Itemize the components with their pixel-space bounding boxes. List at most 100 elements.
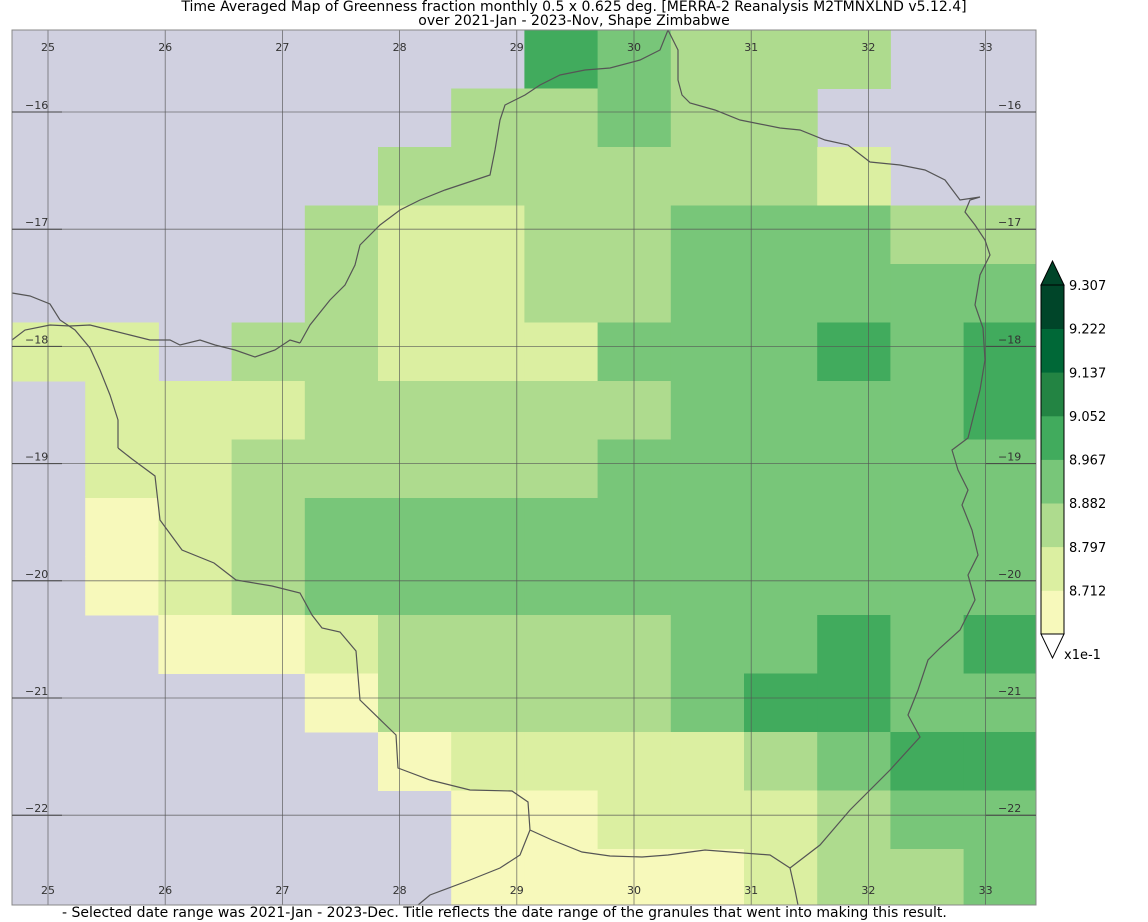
heatmap-cell	[85, 498, 159, 557]
lon-tick-label-bottom: 26	[158, 884, 172, 897]
heatmap-cell	[890, 439, 965, 499]
heatmap-cell	[158, 381, 233, 440]
heatmap-cell	[597, 556, 672, 616]
heatmap-cell	[85, 381, 159, 440]
heatmap-cell	[963, 498, 1037, 557]
heatmap-cell	[670, 439, 745, 499]
lat-tick-label-right: −18	[998, 333, 1021, 346]
heatmap-cell	[963, 615, 1037, 674]
heatmap-cell	[670, 790, 745, 850]
heatmap-cell	[817, 264, 891, 323]
colorbar-label: 8.882	[1069, 497, 1106, 512]
heatmap-cell	[670, 88, 745, 148]
heatmap-cell	[817, 673, 891, 733]
lat-tick-label-left: −21	[25, 685, 48, 698]
lon-tick-label-bottom: 31	[744, 884, 758, 897]
heatmap-cell	[597, 264, 672, 323]
heatmap-cell	[744, 615, 818, 674]
colorbar: 9.307 9.222 9.137 9.052 8.967 8.882 8.797 8.712…	[1040, 259, 1106, 663]
heatmap-cell	[744, 556, 818, 616]
lon-tick-label-bottom: 29	[510, 884, 524, 897]
colorbar-swatch	[1041, 503, 1064, 548]
heatmap-cell	[597, 498, 672, 557]
heatmap-cell	[670, 147, 745, 206]
heatmap-cell	[744, 147, 818, 206]
zambia-border	[11, 324, 301, 358]
heatmap-cell	[817, 381, 891, 440]
heatmap-cell	[451, 381, 525, 440]
heatmap-cell	[451, 147, 525, 206]
heatmap-cell	[597, 205, 672, 265]
heatmap-cell	[963, 673, 1037, 733]
heatmap-cell	[744, 849, 818, 906]
heatmap-cell	[451, 498, 525, 557]
heatmap-cell	[963, 439, 1037, 499]
heatmap-cell	[597, 30, 672, 89]
heatmap-cell	[231, 615, 306, 674]
heatmap-cell	[890, 615, 965, 674]
heatmap-cell	[963, 264, 1037, 323]
heatmap-cell	[744, 322, 818, 382]
heatmap-cell	[817, 439, 891, 499]
heatmap-cell	[817, 556, 891, 616]
heatmap-cell	[524, 30, 599, 89]
colorbar-swatch	[1041, 590, 1064, 635]
heatmap-cell	[451, 615, 525, 674]
lat-tick-label-right: −16	[998, 99, 1021, 112]
heatmap-cell	[963, 205, 1037, 265]
heatmap-cell	[378, 439, 452, 499]
heatmap-cell	[597, 381, 672, 440]
lat-tick-label-left: −22	[25, 802, 48, 815]
colorbar-label: 8.712	[1069, 584, 1106, 599]
heatmap-cell	[378, 673, 452, 733]
heatmap-cell	[817, 790, 891, 850]
colorbar-label: 9.307	[1069, 279, 1106, 294]
heatmap-cell	[304, 556, 379, 616]
heatmap-cell	[963, 732, 1037, 791]
heatmap-cells	[12, 30, 1037, 906]
plot-area: 25 25 26 26 27 27 28 28 29 29 30 30 31 31 32 32 33 33 −16 −…	[11, 29, 1037, 906]
heatmap-cell	[304, 381, 379, 440]
heatmap-cell	[744, 264, 818, 323]
heatmap-cell	[524, 615, 599, 674]
heatmap-cell	[817, 322, 891, 382]
lat-tick-label-left: −20	[25, 568, 48, 581]
heatmap-cell	[451, 556, 525, 616]
heatmap-cell	[524, 556, 599, 616]
heatmap-cell	[890, 205, 965, 265]
heatmap-cell	[378, 615, 452, 674]
heatmap-cell	[451, 205, 525, 265]
lat-tick-label-left: −17	[25, 216, 48, 229]
lat-tick-label-left: −18	[25, 333, 48, 346]
colorbar-min-triangle	[1040, 633, 1065, 660]
heatmap-cell	[670, 673, 745, 733]
heatmap-cell	[158, 439, 233, 499]
heatmap-cell	[451, 732, 525, 791]
heatmap-cell	[597, 147, 672, 206]
heatmap-cell	[597, 673, 672, 733]
colorbar-label: 9.137	[1069, 366, 1106, 381]
heatmap-cell	[524, 205, 599, 265]
heatmap-cell	[670, 322, 745, 382]
lon-tick-label-top: 31	[744, 41, 758, 54]
heatmap-cell	[85, 439, 159, 499]
lon-tick-label-top: 27	[275, 41, 289, 54]
heatmap-cell	[670, 732, 745, 791]
heatmap-cell	[890, 849, 965, 906]
colorbar-units: x1e-1	[1064, 648, 1101, 663]
heatmap-cell	[890, 673, 965, 733]
heatmap-cell	[817, 732, 891, 791]
lon-tick-label-top: 26	[158, 41, 172, 54]
heatmap-cell	[451, 849, 525, 906]
heatmap-cell	[670, 205, 745, 265]
heatmap-cell	[85, 322, 159, 382]
heatmap-cell	[670, 556, 745, 616]
heatmap-cell	[890, 790, 965, 850]
heatmap-cell	[12, 322, 86, 382]
heatmap-cell	[817, 498, 891, 557]
heatmap-cell	[817, 615, 891, 674]
southern-border	[417, 829, 531, 906]
heatmap-cell	[524, 439, 599, 499]
heatmap-cell	[817, 205, 891, 265]
heatmap-cell	[524, 673, 599, 733]
